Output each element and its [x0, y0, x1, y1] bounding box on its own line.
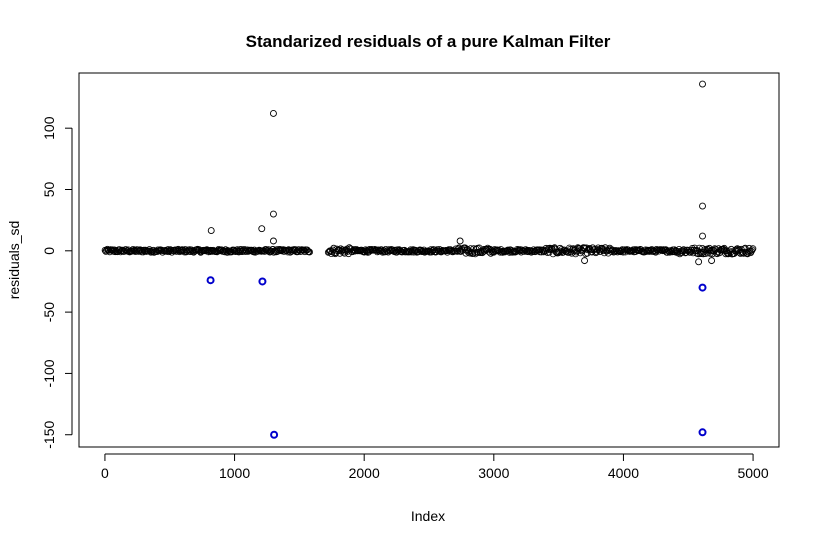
- outlier-point: [699, 202, 706, 210]
- data-point: [467, 248, 475, 256]
- x-tick-label: 0: [101, 465, 109, 481]
- outlier-point: [699, 80, 706, 88]
- highlight-point: [698, 428, 707, 437]
- outlier-point: [456, 237, 464, 245]
- data-point: [306, 248, 314, 256]
- data-point: [739, 248, 747, 256]
- data-point: [466, 249, 474, 257]
- y-tick-label: 0: [41, 247, 57, 255]
- data-point: [411, 246, 419, 254]
- outlier-point: [269, 210, 277, 218]
- chart-title: Standarized residuals of a pure Kalman F…: [246, 32, 611, 51]
- highlight-point: [698, 283, 707, 292]
- y-axis-label: residuals_sd: [6, 221, 22, 300]
- x-tick-label: 3000: [478, 465, 509, 481]
- y-tick-label: 100: [41, 116, 57, 140]
- outlier-point: [695, 258, 703, 266]
- x-tick-label: 1000: [219, 465, 250, 481]
- outlier-point: [708, 257, 716, 265]
- outlier-point: [269, 237, 277, 245]
- data-point: [485, 248, 493, 256]
- data-point: [152, 247, 160, 255]
- data-point: [749, 245, 757, 253]
- plot-frame: [78, 72, 780, 448]
- data-point: [325, 248, 333, 256]
- x-tick-label: 4000: [608, 465, 639, 481]
- data-point: [222, 247, 230, 255]
- y-tick-label: 50: [41, 181, 57, 197]
- x-axis: 0 1000 2000 3000 4000 5000: [101, 453, 769, 481]
- highlight-point: [258, 277, 267, 286]
- outlier-point: [258, 225, 266, 233]
- data-points: [101, 80, 757, 439]
- y-axis: -150 -100 -50 0 50 100: [41, 116, 73, 449]
- y-tick-label: -150: [41, 421, 57, 449]
- data-point: [475, 244, 483, 252]
- data-point: [446, 246, 454, 254]
- x-tick-label: 5000: [737, 465, 768, 481]
- y-tick-label: -50: [41, 302, 57, 322]
- data-point: [303, 246, 311, 254]
- data-point: [576, 249, 584, 257]
- data-point: [104, 245, 111, 253]
- highlight-point: [206, 276, 215, 285]
- highlight-point: [270, 430, 279, 439]
- y-tick-label: -100: [41, 359, 57, 387]
- data-point: [474, 249, 482, 257]
- outlier-point: [269, 110, 277, 117]
- data-point: [245, 247, 253, 255]
- outlier-point: [699, 232, 706, 240]
- outlier-point: [207, 227, 215, 235]
- outlier-point: [581, 257, 589, 265]
- data-point: [748, 246, 756, 254]
- x-tick-label: 2000: [349, 465, 380, 481]
- x-axis-label: Index: [411, 508, 445, 524]
